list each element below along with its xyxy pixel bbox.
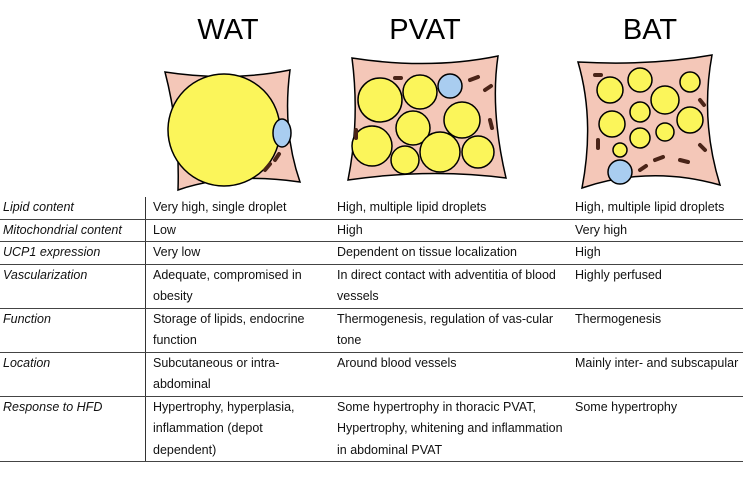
row-label: UCP1 expression (0, 241, 146, 265)
cell-wat: Storage of lipids, endocrine function (145, 308, 327, 353)
cell-pvat: High (327, 219, 567, 242)
title-wat: WAT (197, 14, 259, 46)
cell-wat: Very low (145, 241, 327, 265)
cell-bat: High, multiple lipid droplets (567, 197, 743, 220)
row-label: Vascularization (0, 264, 146, 309)
wat-nucleus (272, 118, 292, 148)
wat-cell (163, 69, 302, 192)
table-row: Mitochondrial content Low High Very high (0, 219, 743, 242)
cell-pvat: Around blood vessels (327, 352, 567, 397)
bat-cell (576, 54, 722, 190)
cell-wat: Adequate, compromised in obesity (145, 264, 327, 309)
cell-illustrations (163, 54, 722, 192)
row-label: Response to HFD (0, 396, 146, 462)
row-label: Mitochondrial content (0, 219, 146, 242)
table-row: Location Subcutaneous or intra-abdominal A… (0, 352, 743, 397)
table-row: Lipid content Very high, single droplet Hi… (0, 197, 743, 220)
cell-wat: Very high, single droplet (145, 197, 327, 220)
cell-bat: High (567, 241, 743, 265)
title-pvat: PVAT (389, 14, 461, 46)
row-label: Location (0, 352, 146, 397)
cell-pvat: Thermogenesis, regulation of vas-cular t… (327, 308, 567, 353)
cell-bat: Mainly inter- and subscapular (567, 352, 743, 397)
cell-pvat: In direct contact with adventitia of blo… (327, 264, 567, 309)
table-row: Response to HFD Hypertrophy, hyperplasia,… (0, 396, 743, 462)
cell-wat: Subcutaneous or intra-abdominal (145, 352, 327, 397)
cell-pvat: High, multiple lipid droplets (327, 197, 567, 220)
cell-pvat: Some hypertrophy in thoracic PVAT, Hyper… (327, 396, 567, 462)
table-row: UCP1 expression Very low Dependent on tiss… (0, 241, 743, 265)
cell-bat: Some hypertrophy (567, 396, 743, 462)
table-row: Vascularization Adequate, compromised in … (0, 264, 743, 309)
table-row: Function Storage of lipids, endocrine fun… (0, 308, 743, 353)
cell-pvat: Dependent on tissue localization (327, 241, 567, 265)
title-bat: BAT (622, 14, 678, 46)
cell-bat: Highly perfused (567, 264, 743, 309)
cell-wat: Hypertrophy, hyperplasia, inflammation (… (145, 396, 327, 462)
cell-wat: Low (145, 219, 327, 242)
cell-bat: Very high (567, 219, 743, 242)
row-label: Lipid content (0, 197, 146, 220)
cell-bat: Thermogenesis (567, 308, 743, 353)
pvat-cell (347, 55, 507, 181)
row-label: Function (0, 308, 146, 353)
comparison-table: Lipid content Very high, single droplet Hi… (0, 197, 743, 462)
